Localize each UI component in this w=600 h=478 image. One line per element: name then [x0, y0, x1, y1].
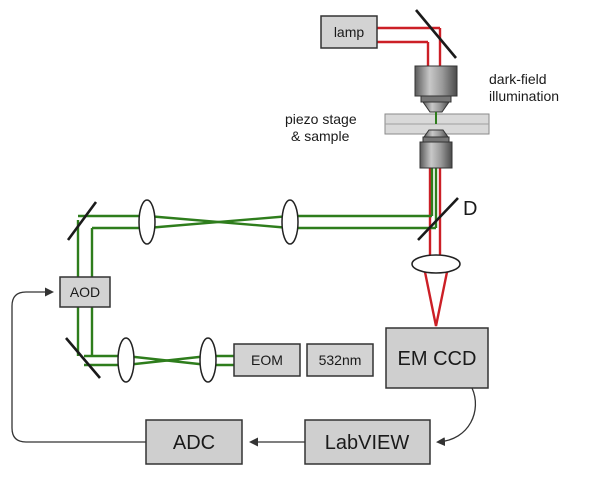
red-focused-beam: [423, 271, 449, 327]
condenser-ring: [420, 95, 452, 103]
objective-ring: [422, 136, 450, 143]
ccd-to-labview-arrow: [436, 387, 477, 447]
adc-label: ADC: [173, 432, 215, 454]
lens-lower-2: [199, 337, 217, 383]
eom-label: EOM: [251, 352, 283, 368]
objective-body: [419, 141, 453, 169]
lamp-box: [320, 15, 378, 49]
lens-upper-1: [138, 199, 156, 245]
laser-532nm-box: [306, 343, 374, 377]
adc-to-aod-arrow: [11, 287, 146, 443]
piezo-stage-label-line1: piezo stage: [285, 111, 357, 127]
piezo-stage-label-line2: & sample: [291, 128, 350, 144]
dichroic-label: D: [463, 198, 477, 220]
aod-box: [59, 276, 111, 308]
relay-cross-2b: [146, 214, 291, 230]
tube-lens: [411, 254, 461, 274]
relay-cross-1b: [125, 354, 209, 367]
laser-532nm-label: 532nm: [319, 352, 362, 368]
em-ccd-box: [385, 327, 489, 389]
lower-left-mirror: [65, 337, 101, 379]
laser-beam-path: [76, 168, 438, 367]
adc-box: [145, 419, 243, 465]
condenser-body: [414, 65, 458, 97]
aod-label: AOD: [70, 284, 100, 300]
lamp-label: lamp: [334, 24, 365, 40]
imaging-objective: [419, 129, 453, 169]
condenser-tip: [422, 101, 450, 113]
lamp-mirror: [415, 9, 457, 59]
em-ccd-label: EM CCD: [398, 348, 477, 370]
dichroic-mirror: [417, 197, 459, 241]
upper-left-mirror: [66, 201, 98, 241]
labview-box: [304, 419, 431, 465]
dark-field-label-line1: dark-field: [489, 71, 547, 87]
lens-lower-1: [117, 337, 135, 383]
lens-upper-2: [281, 199, 299, 245]
labview-label: LabVIEW: [325, 432, 410, 454]
condenser-objective: [414, 65, 458, 113]
eom-box: [233, 343, 301, 377]
dark-field-label-line2: illumination: [489, 88, 559, 104]
